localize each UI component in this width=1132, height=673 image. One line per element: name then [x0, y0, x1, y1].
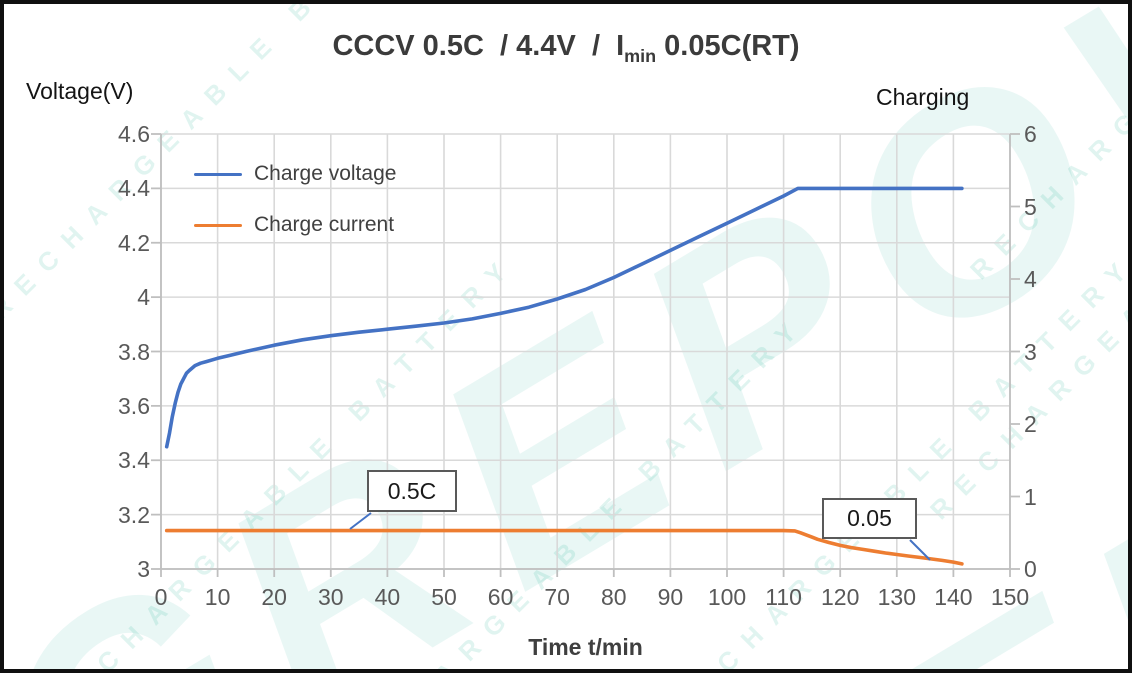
right-tick-1: 1 — [1024, 483, 1037, 510]
x-tick-120: 120 — [821, 584, 860, 610]
right-tick-0: 0 — [1024, 556, 1037, 582]
x-tick-80: 80 — [601, 584, 627, 610]
axis-lines-and-ticks — [151, 133, 1020, 577]
charge-voltage-line-swatch — [194, 172, 242, 176]
x-tick-90: 90 — [657, 584, 684, 610]
x-tick-100: 100 — [707, 584, 747, 610]
left-tick-4.6: 4.6 — [118, 121, 150, 147]
x-axis-title: Time t/min — [528, 634, 643, 660]
left-axis-title: Voltage(V) — [26, 78, 134, 104]
annotation-label: 0.5C — [387, 477, 437, 504]
legend-label: Charge voltage — [254, 162, 397, 185]
annotation-label: 0.05 — [847, 505, 892, 531]
x-tick-70: 70 — [544, 584, 570, 610]
x-tick-40: 40 — [374, 584, 401, 610]
chart-title-subscript: min — [624, 45, 657, 66]
left-tick-4.2: 4.2 — [118, 229, 150, 256]
right-axis-title: Charging — [876, 84, 970, 110]
x-tick-20: 20 — [261, 584, 287, 610]
annotation-box-0.5C: 0.5C — [367, 470, 457, 512]
left-tick-3.2: 3.2 — [118, 501, 150, 528]
left-tick-4.4: 4.4 — [118, 175, 150, 202]
x-tick-110: 110 — [765, 584, 802, 610]
legend-item-charge-current: Charge current — [194, 211, 394, 239]
x-tick-140: 140 — [934, 584, 973, 610]
right-tick-5: 5 — [1024, 193, 1037, 220]
right-tick-2: 2 — [1024, 411, 1037, 437]
x-tick-30: 30 — [318, 584, 344, 610]
left-tick-3.8: 3.8 — [118, 338, 150, 365]
left-tick-3.6: 3.6 — [118, 392, 150, 419]
chart-title-text: CCCV 0.5C / 4.4V / I — [332, 30, 625, 62]
plot-area — [151, 133, 1020, 577]
chart-title-text: 0.05C(RT) — [656, 30, 800, 62]
charge-voltage-curve — [164, 186, 964, 449]
right-tick-3: 3 — [1024, 338, 1037, 365]
legend-item-charge-voltage: Charge voltage — [194, 160, 396, 188]
chart-title: CCCV 0.5C / 4.4V / Imin 0.05C(RT) — [4, 30, 1128, 67]
right-tick-4: 4 — [1024, 266, 1037, 292]
x-tick-130: 130 — [877, 584, 916, 610]
x-tick-0: 0 — [154, 584, 168, 610]
annotation-leader-lines — [349, 512, 931, 561]
annotation-box-0.05: 0.05 — [822, 498, 917, 539]
x-tick-150: 150 — [990, 584, 1030, 610]
legend-label: Charge current — [254, 213, 395, 236]
charge-current-line-swatch — [194, 223, 242, 227]
x-tick-60: 60 — [487, 584, 514, 610]
left-tick-3: 3 — [137, 556, 150, 582]
charge-current-curve — [164, 528, 964, 566]
left-tick-4: 4 — [137, 284, 150, 311]
x-tick-10: 10 — [204, 584, 231, 610]
x-tick-50: 50 — [431, 584, 457, 610]
left-tick-3.4: 3.4 — [118, 447, 150, 474]
right-tick-6: 6 — [1024, 121, 1037, 147]
